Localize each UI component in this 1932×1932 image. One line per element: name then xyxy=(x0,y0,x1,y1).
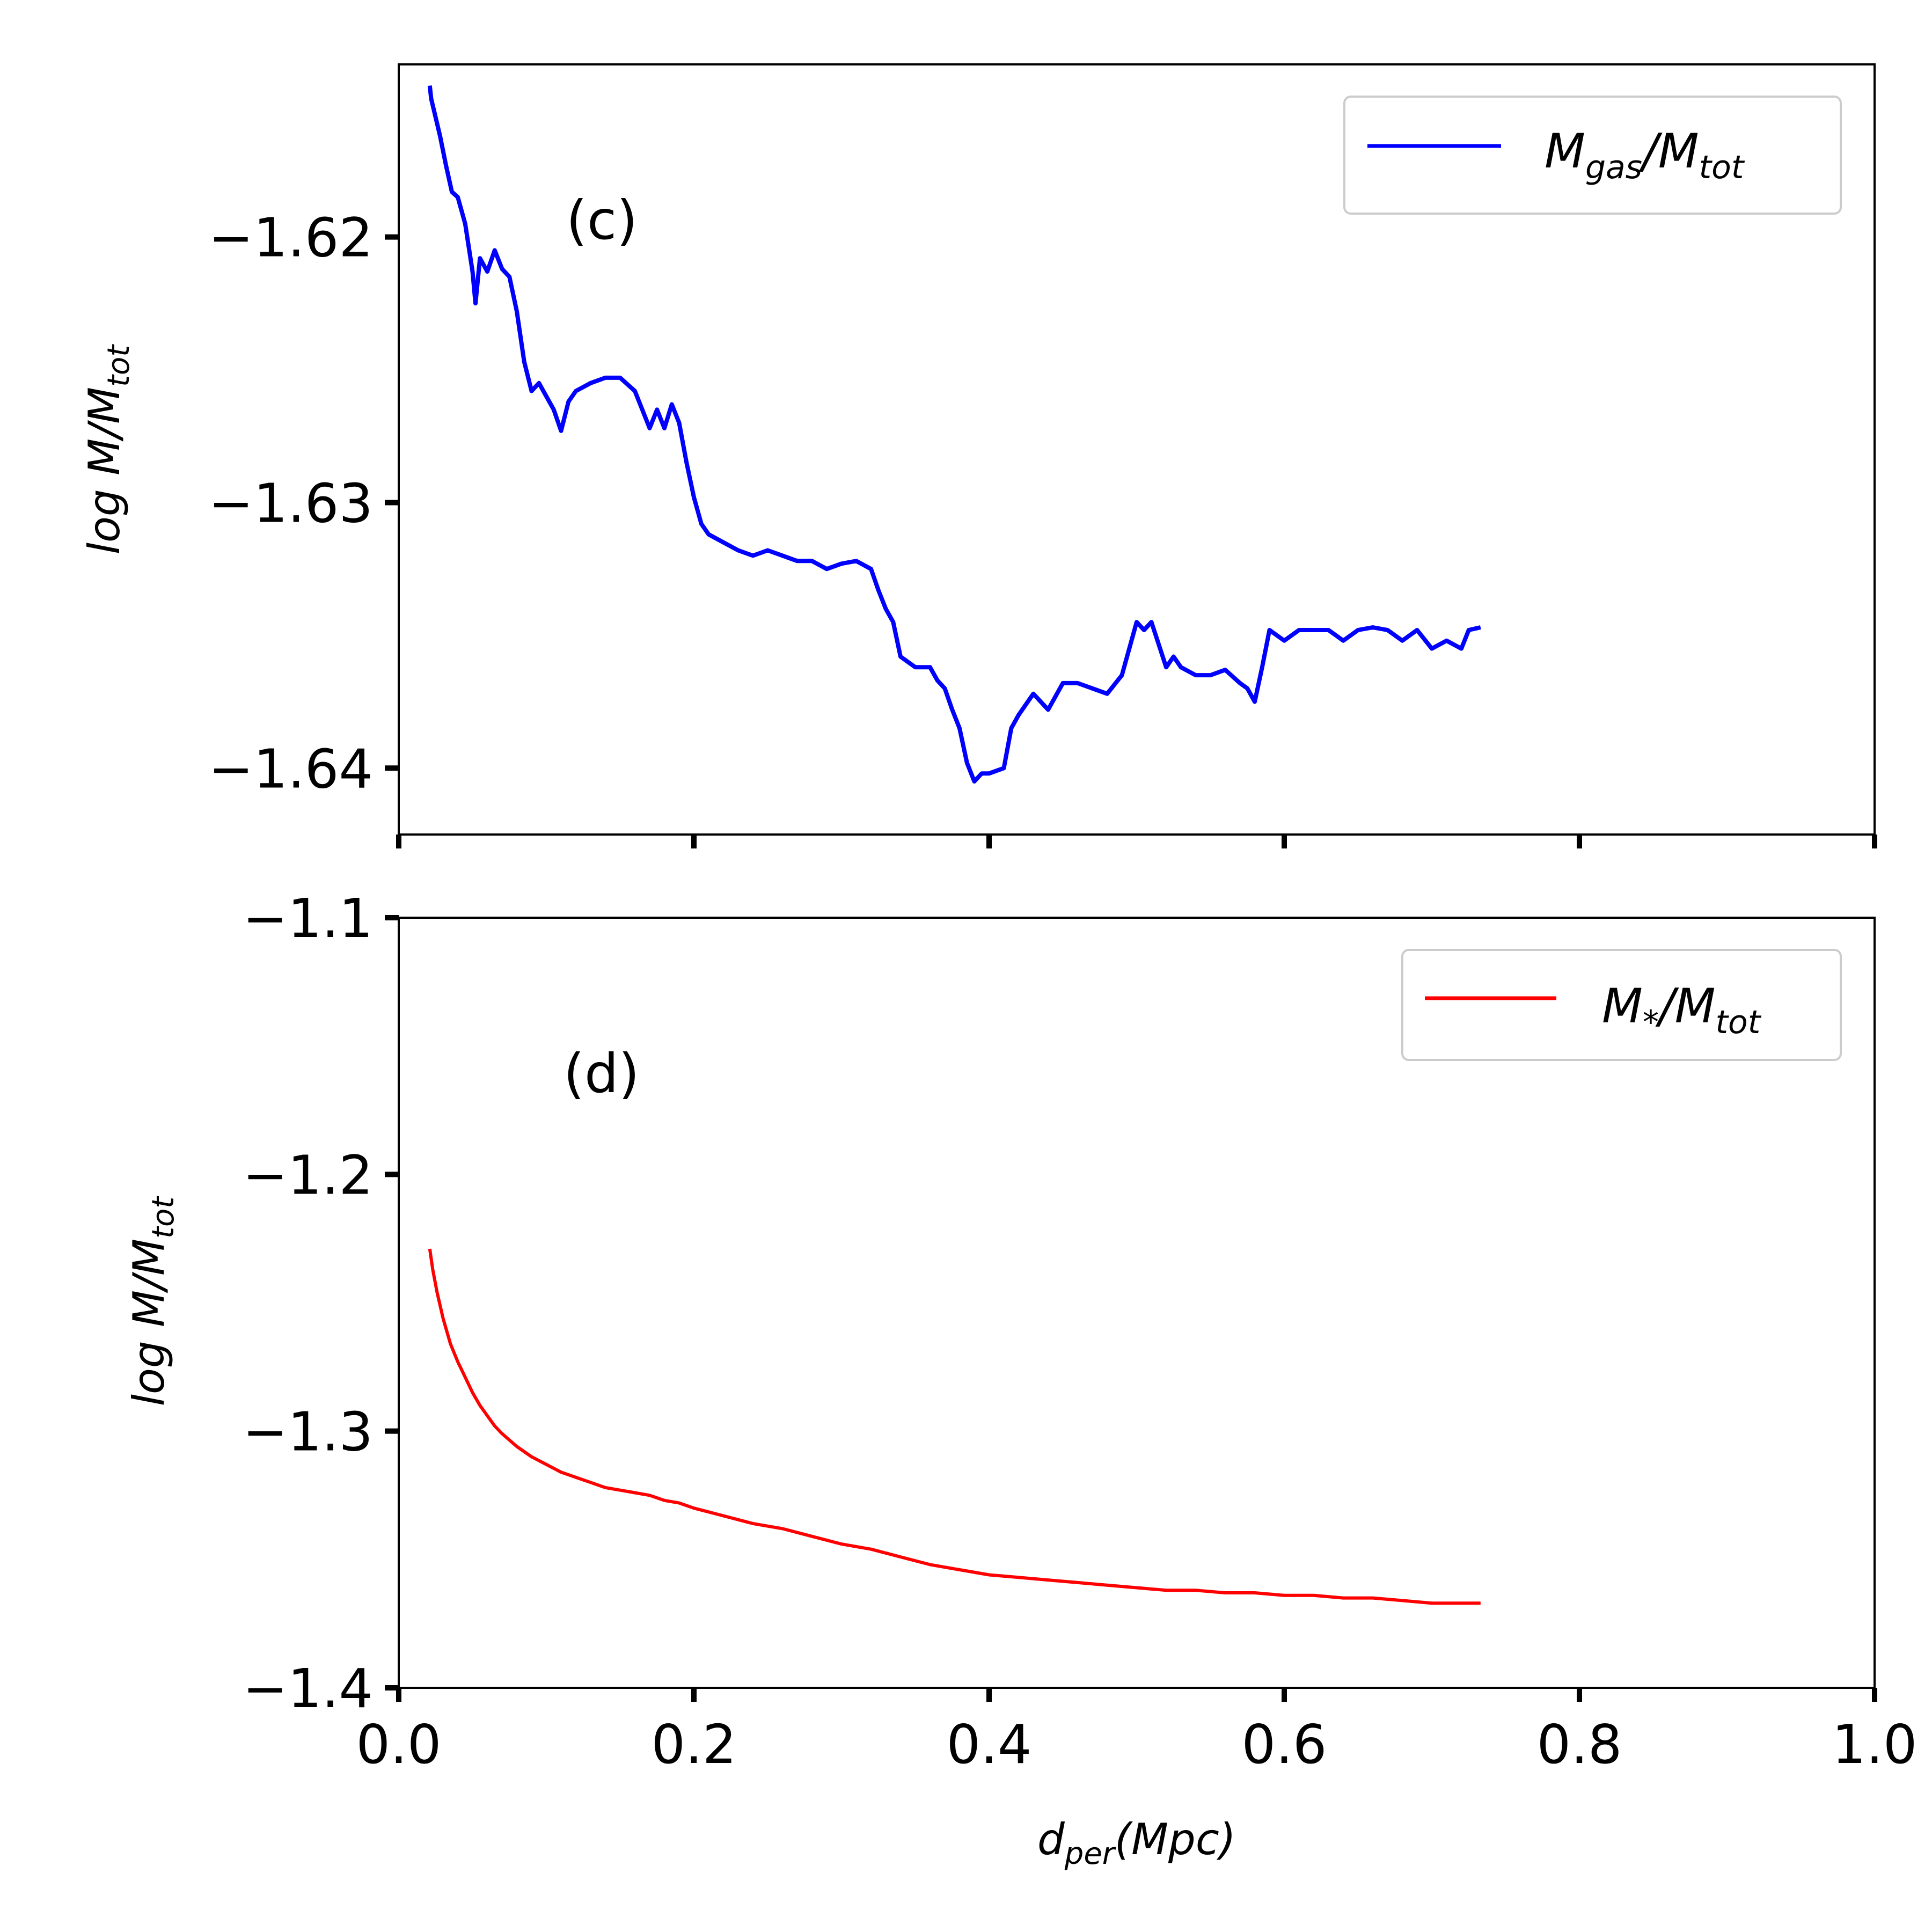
panel-c-y-tick-label: −1.62 xyxy=(209,207,373,269)
panel-c-legend-label-sub1: gas xyxy=(1585,149,1642,186)
panel-d-y-ticks: −1.1 −1.2 −1.3 −1.4 xyxy=(243,887,399,1720)
panel-d-series-line-0 xyxy=(428,1248,1481,1605)
panel-c-series-line-0 xyxy=(427,85,1481,784)
panel-d-x-axis-title-sub: per xyxy=(1064,1836,1116,1871)
panel-d: −1.1−1.2−1.3−1.4 0.0 0.2 0.4 0.6 0.8 1.0 (d) … xyxy=(124,887,1918,1871)
panel-d-x-tick-label: 0.0 xyxy=(356,1713,441,1776)
panel-d-x-axis-title-main: d xyxy=(1037,1814,1065,1864)
panel-c-legend-label-mid: /M xyxy=(1638,123,1699,179)
panel-c-legend-label: Mgas/Mtot xyxy=(1545,123,1745,186)
panel-c-y-ticks: −1.62 −1.63 −1.64 xyxy=(209,207,399,800)
panel-d-y-tick-label: −1.2 xyxy=(243,1144,373,1206)
panel-d-label: (d) xyxy=(564,1042,640,1105)
panel-d-y-tick-label: −1.1 xyxy=(243,887,373,950)
panel-d-legend-label-main: M xyxy=(1602,978,1643,1034)
panel-c-legend-label-sub2: tot xyxy=(1699,149,1745,186)
panel-d-legend-label-sub2: tot xyxy=(1716,1004,1762,1041)
panel-d-x-tick-label: 0.8 xyxy=(1536,1713,1622,1776)
panel-d-y-tick-label: −1.3 xyxy=(243,1401,373,1463)
panel-d-x-tick-label: 1.0 xyxy=(1832,1713,1917,1776)
panel-c-legend-box xyxy=(1343,96,1842,215)
panel-d-y-axis-title-main: log M/M xyxy=(124,1239,174,1406)
panel-d-x-ticks: 0.0 0.2 0.4 0.6 0.8 1.0 xyxy=(356,1688,1918,1776)
panel-d-x-tick-label: 0.6 xyxy=(1241,1713,1327,1776)
panel-d-legend-label-sub1: * xyxy=(1643,1004,1659,1041)
panel-c-y-axis-title: log M/Mtot xyxy=(79,344,136,555)
panel-c-y-tick-label: −1.64 xyxy=(209,737,373,800)
panel-c-label: (c) xyxy=(566,189,638,252)
panel-c: −1.62−1.63−1.64 (c) log M/Mtot Mgas/Mtot xyxy=(79,63,1877,848)
panel-d-legend-box xyxy=(1401,949,1842,1061)
panel-c-legend-label-main: M xyxy=(1545,123,1585,179)
panel-d-y-tick-label: −1.4 xyxy=(243,1657,373,1720)
panel-c-y-axis-title-sub: tot xyxy=(101,344,136,387)
panel-d-x-axis-title-rest: (Mpc) xyxy=(1115,1814,1236,1864)
panel-d-x-tick-label: 0.2 xyxy=(651,1713,736,1776)
panel-c-y-tick-label: −1.63 xyxy=(209,472,373,535)
panel-c-legend: Mgas/Mtot xyxy=(1343,96,1842,215)
panel-d-y-axis-title: log M/Mtot xyxy=(124,1196,181,1407)
panel-d-legend: M*/Mtot xyxy=(1401,949,1842,1061)
panel-c-x-ticks xyxy=(396,835,1877,848)
panel-d-x-axis-title: dper(Mpc) xyxy=(1037,1814,1236,1871)
panel-c-y-axis-title-main: log M/M xyxy=(79,387,129,554)
panel-d-series-group xyxy=(428,1248,1481,1605)
panel-d-legend-label-mid: /M xyxy=(1655,978,1716,1034)
panel-c-series-group xyxy=(427,85,1481,784)
panel-d-y-axis-title-sub: tot xyxy=(146,1196,181,1239)
panel-d-x-tick-label: 0.4 xyxy=(946,1713,1031,1776)
panel-d-legend-label: M*/Mtot xyxy=(1602,978,1762,1041)
